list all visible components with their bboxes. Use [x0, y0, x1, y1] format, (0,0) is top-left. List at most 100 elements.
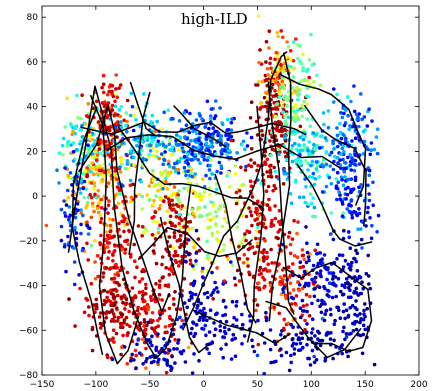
- scatter-point: [214, 187, 219, 192]
- scatter-point: [251, 275, 256, 280]
- scatter-point: [269, 360, 273, 365]
- scatter-point: [349, 99, 353, 104]
- scatter-point: [200, 214, 204, 218]
- scatter-point: [141, 293, 145, 298]
- scatter-point: [351, 329, 356, 333]
- scatter-point: [99, 216, 104, 221]
- scatter-point: [88, 192, 92, 197]
- scatter-point: [336, 276, 341, 281]
- scatter-point: [193, 262, 198, 266]
- scatter-point: [272, 165, 277, 170]
- scatter-point: [332, 154, 337, 159]
- scatter-point: [209, 200, 213, 204]
- scatter-point: [176, 193, 180, 197]
- scatter-point: [311, 150, 315, 154]
- scatter-point: [346, 295, 351, 300]
- scatter-point: [277, 262, 281, 266]
- scatter-point: [137, 280, 142, 284]
- scatter-point: [85, 200, 90, 205]
- scatter-point: [119, 162, 124, 167]
- scatter-point: [141, 362, 145, 366]
- scatter-point: [308, 363, 313, 367]
- scatter-point: [301, 137, 306, 142]
- scatter-point: [189, 138, 193, 143]
- scatter-point: [289, 201, 294, 205]
- scatter-point: [323, 286, 327, 291]
- scatter-point: [136, 305, 140, 310]
- scatter-point: [260, 79, 265, 84]
- scatter-point: [172, 347, 176, 351]
- scatter-point: [296, 56, 300, 61]
- scatter-point: [266, 72, 270, 77]
- scatter-point: [287, 230, 292, 235]
- scatter-point: [334, 177, 339, 181]
- scatter-point: [267, 46, 271, 50]
- scatter-point: [101, 73, 106, 78]
- scatter-point: [116, 293, 120, 298]
- scatter-point: [112, 297, 116, 301]
- scatter-point: [206, 225, 210, 230]
- scatter-point: [310, 277, 314, 282]
- scatter-point: [254, 308, 258, 313]
- scatter-point: [310, 175, 315, 180]
- scatter-point: [311, 131, 316, 135]
- scatter-point: [344, 166, 348, 171]
- scatter-point: [268, 281, 273, 285]
- scatter-point: [156, 226, 161, 231]
- scatter-point: [212, 321, 216, 325]
- scatter-point: [327, 271, 332, 275]
- trajectory-line: [137, 226, 253, 261]
- scatter-point: [123, 166, 128, 171]
- scatter-point: [190, 152, 194, 156]
- scatter-point: [107, 267, 112, 271]
- scatter-point: [313, 334, 317, 338]
- scatter-point: [113, 169, 117, 173]
- scatter-point: [182, 111, 187, 115]
- scatter-point: [178, 245, 182, 249]
- scatter-point: [338, 158, 342, 162]
- scatter-point: [186, 186, 191, 190]
- scatter-point: [301, 304, 306, 308]
- scatter-point: [246, 247, 251, 252]
- scatter-point: [353, 153, 358, 157]
- scatter-point: [205, 99, 210, 104]
- scatter-point: [353, 275, 357, 279]
- scatter-point: [166, 108, 171, 112]
- scatter-point: [361, 317, 366, 322]
- scatter-point: [109, 338, 114, 342]
- scatter-point: [113, 243, 117, 247]
- scatter-point: [306, 79, 310, 83]
- scatter-point: [312, 79, 316, 84]
- scatter-point: [165, 330, 169, 335]
- y-tick-label: −60: [19, 326, 38, 336]
- scatter-point: [321, 111, 326, 115]
- scatter-point: [352, 256, 356, 261]
- scatter-point: [138, 124, 142, 129]
- scatter-point: [92, 187, 96, 191]
- scatter-point: [304, 159, 308, 163]
- scatter-point: [368, 152, 373, 157]
- scatter-point: [338, 197, 343, 202]
- scatter-point: [128, 255, 133, 259]
- scatter-point: [353, 175, 358, 180]
- scatter-point: [146, 155, 151, 160]
- scatter-point: [298, 341, 303, 346]
- scatter-point: [190, 226, 195, 231]
- scatter-point: [259, 102, 263, 106]
- scatter-point: [140, 207, 144, 211]
- scatter-point: [307, 153, 311, 157]
- scatter-point: [259, 181, 264, 186]
- scatter-point: [118, 234, 122, 239]
- scatter-point: [96, 188, 101, 193]
- scatter-point: [157, 292, 162, 297]
- scatter-point: [140, 148, 144, 153]
- scatter-point: [67, 205, 72, 209]
- scatter-point: [94, 167, 98, 172]
- scatter-point: [294, 103, 298, 108]
- scatter-point: [257, 272, 262, 277]
- scatter-point: [142, 324, 146, 328]
- scatter-point: [349, 204, 353, 208]
- scatter-point: [226, 170, 231, 175]
- scatter-point: [284, 296, 289, 301]
- scatter-point: [192, 215, 197, 219]
